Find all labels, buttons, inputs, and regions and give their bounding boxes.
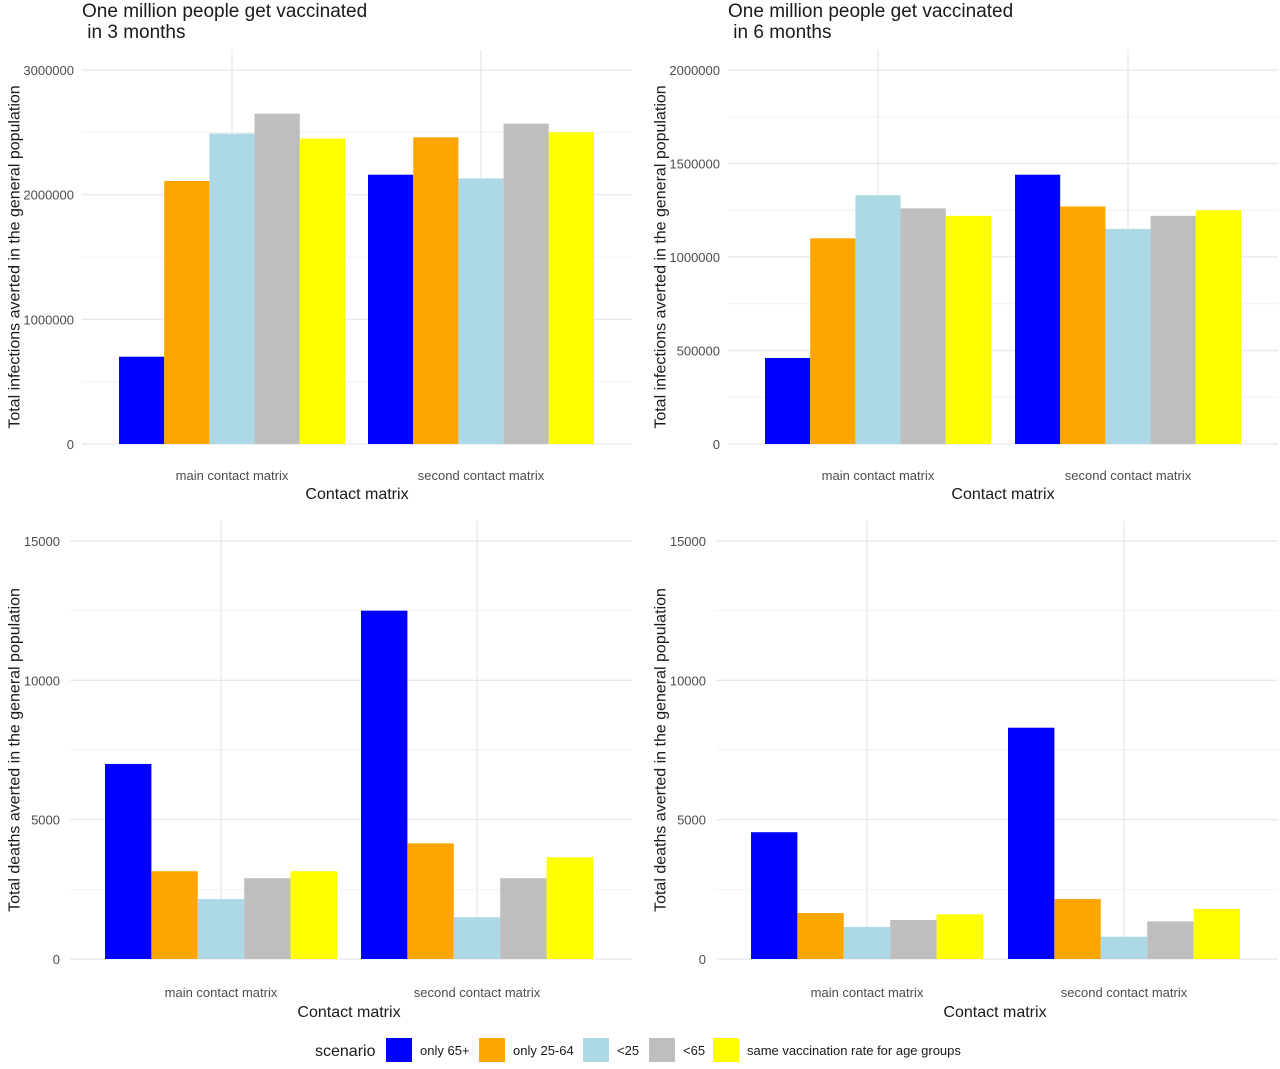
x-tick-label: main contact matrix — [165, 985, 278, 1000]
bar-1-3 — [197, 899, 245, 959]
x-axis-title: Contact matrix — [305, 486, 408, 503]
legend-swatch-same-rate — [713, 1038, 739, 1062]
bar-2-2 — [1054, 899, 1101, 959]
x-axis-title: Contact matrix — [943, 1004, 1046, 1021]
bar-1-2 — [797, 913, 844, 959]
x-tick-label: second contact matrix — [418, 468, 545, 483]
bar-2-4 — [1150, 215, 1196, 444]
bar-1-4 — [244, 878, 291, 959]
bar-2-5 — [1193, 908, 1240, 959]
bar-1-1 — [119, 356, 165, 444]
y-tick-label: 5000 — [677, 813, 706, 828]
legend-swatch-only-25-64 — [479, 1038, 505, 1062]
chart-panel-2: 0 500000 1000000 1500000 2000000 main contact… — [653, 1, 1278, 503]
legend-title: scenario — [315, 1043, 376, 1060]
x-tick-label: second contact matrix — [414, 985, 541, 1000]
bar-1-5 — [299, 138, 345, 445]
bar-1-3 — [855, 195, 901, 444]
panel-title: One million people get vaccinated in 6 m… — [728, 1, 1013, 43]
y-tick-label: 2000000 — [23, 188, 74, 203]
bar-2-5 — [1195, 210, 1241, 444]
y-axis-title: Total infections averted in the general … — [7, 85, 24, 428]
legend-swatch-only-65 — [386, 1038, 412, 1062]
x-tick-label: main contact matrix — [176, 468, 289, 483]
y-tick-label: 2000000 — [669, 63, 720, 78]
bar-1-4 — [900, 208, 946, 444]
legend-label-same-rate: same vaccination rate for age groups — [747, 1043, 961, 1058]
bar-2-1 — [1008, 727, 1055, 959]
y-axis-title: Total deaths averted in the general popu… — [7, 588, 24, 912]
y-tick-label: 1000000 — [669, 250, 720, 265]
bar-1-3 — [843, 926, 891, 959]
bar-1-5 — [945, 215, 991, 444]
bar-1-5 — [290, 871, 337, 959]
panel-title-line: in 6 months — [728, 22, 832, 43]
bar-1-4 — [890, 919, 937, 959]
y-tick-label: 15000 — [24, 534, 60, 549]
bar-1-5 — [936, 914, 983, 959]
y-tick-label: 3000000 — [23, 63, 74, 78]
chart-panel-3: 0 5000 10000 15000 main contact matrix second… — [7, 521, 632, 1021]
bar-2-1 — [368, 174, 414, 444]
legend: scenario only 65+ only 25-64 <25 <65 sam… — [315, 1038, 961, 1062]
y-tick-label: 0 — [53, 952, 60, 967]
legend-label-only-25-64: only 25-64 — [513, 1043, 574, 1058]
x-tick-label: main contact matrix — [811, 985, 924, 1000]
bar-2-3 — [453, 917, 501, 959]
bar-2-2 — [407, 843, 454, 959]
y-axis-title: Total infections averted in the general … — [653, 85, 670, 428]
y-tick-label: 10000 — [24, 673, 60, 688]
legend-label-under-25: <25 — [617, 1043, 639, 1058]
y-tick-label: 500000 — [677, 344, 720, 359]
y-tick-label: 0 — [67, 437, 74, 452]
bar-2-1 — [361, 610, 408, 959]
legend-swatch-under-25 — [583, 1038, 609, 1062]
y-axis-title: Total deaths averted in the general popu… — [653, 588, 670, 912]
y-tick-label: 5000 — [31, 813, 60, 828]
y-tick-label: 15000 — [670, 534, 706, 549]
panel-title-line: One million people get vaccinated — [728, 1, 1013, 22]
bar-2-3 — [1105, 228, 1151, 444]
bar-2-2 — [1060, 206, 1106, 444]
bar-2-3 — [1100, 936, 1148, 959]
y-tick-label: 10000 — [670, 673, 706, 688]
chart-panel-4: 0 5000 10000 15000 main contact matrix second… — [653, 521, 1278, 1021]
x-axis-title: Contact matrix — [297, 1004, 400, 1021]
y-tick-label: 0 — [699, 952, 706, 967]
bar-1-2 — [151, 871, 198, 959]
chart-panel-1: 0 1000000 2000000 3000000 main contact matri… — [7, 1, 632, 503]
y-tick-label: 1000000 — [23, 312, 74, 327]
x-tick-label: second contact matrix — [1065, 468, 1192, 483]
bar-2-4 — [500, 878, 547, 959]
x-tick-label: second contact matrix — [1061, 985, 1188, 1000]
bar-2-2 — [413, 137, 459, 444]
bar-1-1 — [751, 832, 798, 959]
bar-1-2 — [810, 238, 856, 444]
x-tick-label: main contact matrix — [822, 468, 935, 483]
panel-title: One million people get vaccinated in 3 m… — [82, 1, 367, 43]
y-tick-label: 0 — [713, 437, 720, 452]
bar-2-3 — [458, 178, 504, 444]
panel-title-line: in 3 months — [82, 22, 186, 43]
legend-label-under-65: <65 — [683, 1043, 705, 1058]
bar-2-5 — [548, 132, 594, 445]
bar-2-4 — [503, 123, 549, 445]
bar-1-4 — [254, 113, 300, 444]
bar-2-4 — [1147, 921, 1194, 959]
legend-label-only-65: only 65+ — [420, 1043, 470, 1058]
y-tick-label: 1500000 — [669, 157, 720, 172]
legend-swatch-under-65 — [649, 1038, 675, 1062]
bar-1-2 — [164, 180, 210, 444]
x-axis-title: Contact matrix — [951, 486, 1054, 503]
bar-2-5 — [546, 857, 593, 959]
bar-1-3 — [209, 133, 255, 444]
bar-1-1 — [105, 763, 152, 959]
panel-title-line: One million people get vaccinated — [82, 1, 367, 22]
bar-1-1 — [765, 357, 811, 444]
bar-2-1 — [1015, 174, 1061, 444]
